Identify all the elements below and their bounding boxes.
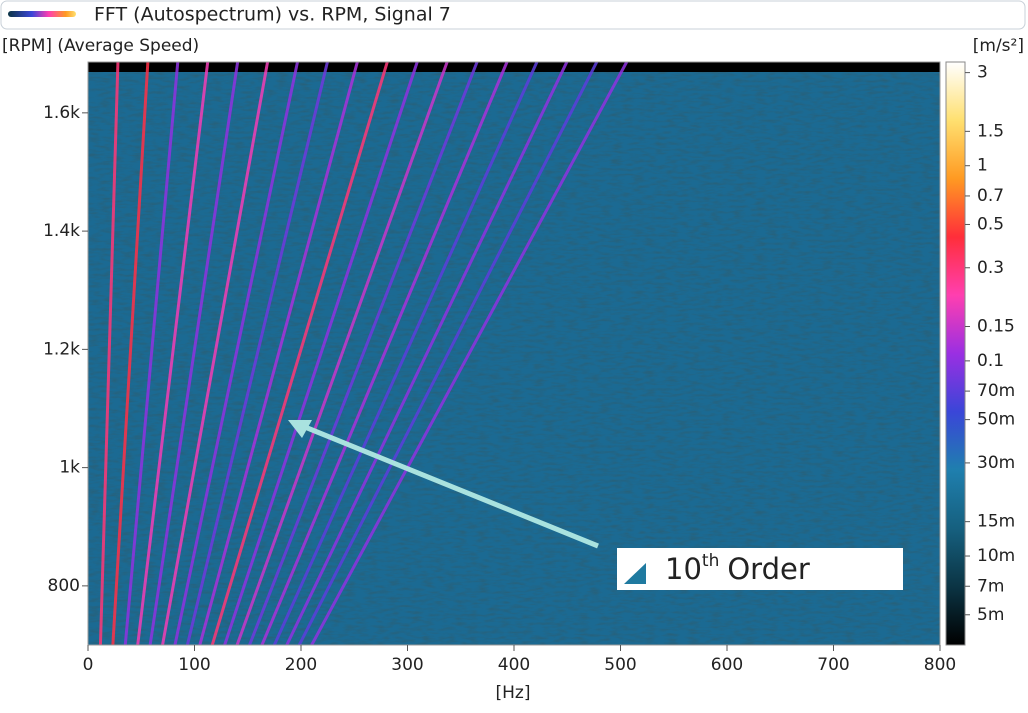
colorbar-tick-label: 50m [977,410,1015,430]
arrow-head [288,420,312,438]
colorbar-tick-label: 1 [977,156,988,176]
colorbar-tick-label: 5m [977,605,1004,625]
x-tick-label: 400 [498,655,530,675]
chart-title: FFT (Autospectrum) vs. RPM, Signal 7 [94,4,451,26]
colorbar [945,61,966,646]
annotation-text: 10th Order [665,551,810,586]
y-axis-label: [RPM] (Average Speed) [2,36,199,56]
y-tick-label: 1.6k [43,103,80,123]
annotation-box [617,548,903,590]
colorbar-tick-label: 0.7 [977,186,1004,206]
x-tick-label: 0 [83,655,94,675]
colorbar-tick-label: 0.1 [977,351,1004,371]
order-line [161,62,270,645]
x-tick-label: 100 [178,655,210,675]
colorbar-tick-label: 0.15 [977,317,1015,337]
order-lines [98,62,628,645]
order-line [123,62,180,645]
order-line [173,62,299,645]
y-tick-label: 800 [48,576,80,596]
annotation-arrow [288,420,599,549]
order-line [235,62,449,645]
order-line [198,62,359,645]
colorbar-tick-label: 3 [977,63,988,83]
order-line [310,62,628,645]
annotation-number: 10 [665,552,702,586]
order-line [223,62,419,645]
x-axis-label: [Hz] [496,683,531,703]
colorbar-tick-label: 1.5 [977,121,1004,141]
y-tick-label: 1k [59,458,80,478]
no-data-band [88,62,940,72]
colorbar-tick-label: 0.5 [977,214,1004,234]
x-tick-label: 700 [817,655,849,675]
colorbar-tick-label: 10m [977,546,1015,566]
header-bar [0,0,1026,30]
x-tick-label: 600 [711,655,743,675]
annotation-word: Order [727,552,809,586]
x-tick-label: 500 [604,655,636,675]
order-line [273,62,539,645]
plot-area [88,62,940,645]
order-line [285,62,569,645]
x-tick-label: 800 [924,655,956,675]
order-line [260,62,509,645]
header-swatch [8,11,76,17]
order-line [98,62,120,645]
order-line [148,62,240,645]
y-tick-label: 1.4k [43,221,80,241]
colorbar-label: [m/s²] [973,36,1024,56]
x-tick-label: 200 [285,655,317,675]
colorbar-tick-label: 30m [977,453,1015,473]
colorbar-tick-label: 0.3 [977,258,1004,278]
x-tick-label: 300 [391,655,423,675]
colorbar-tick-label: 70m [977,381,1015,401]
order-line [185,62,329,645]
order-line [248,62,479,645]
annotation-suffix: th [702,551,719,571]
colorbar-tick-label: 15m [977,512,1015,532]
order-line [210,62,389,645]
y-tick-label: 1.2k [43,339,80,359]
order-line [136,62,210,645]
order-line [111,62,150,645]
annotation-icon [624,563,646,584]
order-line [297,62,599,645]
plot-texture [88,62,940,645]
colorbar-tick-label: 7m [977,576,1004,596]
arrow-shaft [299,422,599,549]
